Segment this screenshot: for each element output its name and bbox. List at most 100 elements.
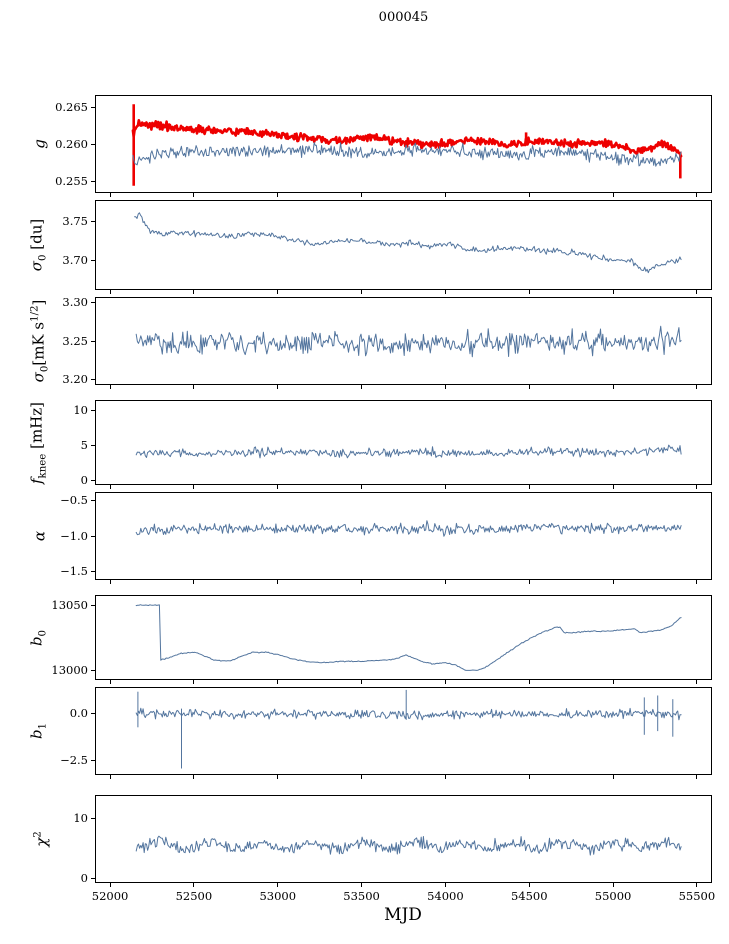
plot-area-alpha [95,492,712,580]
x-tick-mark [444,485,446,489]
series-line-fknee [135,444,682,459]
y-tick-label: −1.0 [60,528,88,543]
y-tick-mark [91,604,95,606]
y-tick-label: 0.260 [55,137,88,152]
plot-area-b1 [95,687,712,775]
x-tick-mark [109,193,111,197]
panel-chi2: χ2 0 10 [0,795,729,887]
x-tick-mark [696,680,698,684]
x-tick-mark [193,580,195,584]
x-tick-mark [277,580,279,584]
x-tick-mark [612,680,614,684]
x-tick-mark [361,775,363,779]
x-tick-mark [361,385,363,389]
x-tick-mark [361,193,363,197]
series-line-sigma0-du [134,212,682,274]
y-tick-mark [91,144,95,146]
y-tick-label: 3.20 [62,372,88,387]
x-tick-mark [277,290,279,294]
y-tick-label: 3.25 [62,333,88,348]
y-tick-mark [91,181,95,183]
y-axis-label-b0: b0 [27,629,51,646]
figure-title: 000045 [378,10,429,25]
x-tick-mark [277,775,279,779]
y-tick-label: 10 [73,403,88,418]
x-tick-mark [696,385,698,389]
x-tick-mark [109,680,111,684]
x-tick-mark [361,485,363,489]
series-line-b1 [135,707,682,721]
x-tick-mark [444,775,446,779]
y-axis-label-segment: b [27,635,46,646]
y-tick-mark [91,712,95,714]
y-tick-mark [91,379,95,381]
x-tick-mark [193,290,195,294]
x-tick-mark [193,883,195,887]
panel-fknee: fknee [mHz] 0 5 10 [0,400,729,489]
y-tick-mark [91,221,95,223]
y-tick-mark [91,500,95,502]
x-tick-mark [193,193,195,197]
x-tick-mark [444,290,446,294]
series-line-sigma0-mk [135,325,682,358]
chart-svg-g [131,104,683,186]
plot-area-sigma0-du [95,200,712,290]
y-axis-label-b1: b1 [27,723,51,740]
x-tick-mark [696,485,698,489]
y-tick-mark [91,570,95,572]
y-axis-label-segment: χ [32,837,51,847]
y-tick-label: 13000 [51,663,88,678]
y-tick-mark [91,535,95,537]
x-tick-label: 52500 [175,889,213,903]
plot-area-fknee [95,400,712,485]
x-tick-mark [109,385,111,389]
x-tick-mark [109,775,111,779]
x-tick-mark [528,485,530,489]
panel-b1: b1 −2.5 0.0 [0,687,729,779]
x-tick-mark [444,883,446,887]
x-tick-mark [277,883,279,887]
series-line-b0 [135,604,682,671]
x-tick-mark [528,883,530,887]
y-tick-mark [91,817,95,819]
y-axis-label-chi2: χ2 [31,831,51,847]
chart-svg-fknee [135,444,682,459]
x-tick-mark [277,193,279,197]
x-tick-mark [361,680,363,684]
plot-area-b0 [95,595,712,680]
y-axis-label-segment: 0 [39,365,51,373]
series-line-alpha [135,520,682,537]
y-tick-label: 0.255 [55,174,88,189]
x-tick-label: 55500 [678,889,716,903]
y-tick-label: 0 [80,473,88,488]
panel-g: g 0.255 0.260 0.265 [0,95,729,197]
series-line-chi2 [135,835,682,856]
x-tick-mark [444,385,446,389]
x-tick-mark [109,883,111,887]
y-axis-label-segment: b [27,729,46,740]
y-tick-label: 0 [80,871,88,886]
x-tick-mark [277,385,279,389]
x-tick-mark [109,580,111,584]
panel-sigma0-mk: σ0[mK s1/2] 3.20 3.25 3.30 [0,295,729,389]
x-tick-mark [696,290,698,294]
y-tick-label: −2.5 [60,752,88,767]
x-tick-mark [612,385,614,389]
y-tick-mark [91,670,95,672]
x-tick-mark [612,193,614,197]
chart-svg-alpha [135,520,682,537]
x-tick-label: 55000 [594,889,632,903]
plot-area-sigma0-mk [95,297,712,385]
y-tick-label: 10 [73,810,88,825]
x-tick-label: 53500 [343,889,380,903]
y-tick-label: 3.70 [62,253,88,268]
y-axis-label-segment: 0 [37,629,49,636]
plot-area-chi2 [95,795,712,883]
x-tick-mark [277,680,279,684]
x-tick-mark [612,580,614,584]
plot-area-g [95,95,712,193]
x-tick-mark [528,680,530,684]
y-tick-label: −1.5 [60,563,88,578]
y-tick-label: 13050 [51,597,88,612]
x-tick-mark [193,385,195,389]
